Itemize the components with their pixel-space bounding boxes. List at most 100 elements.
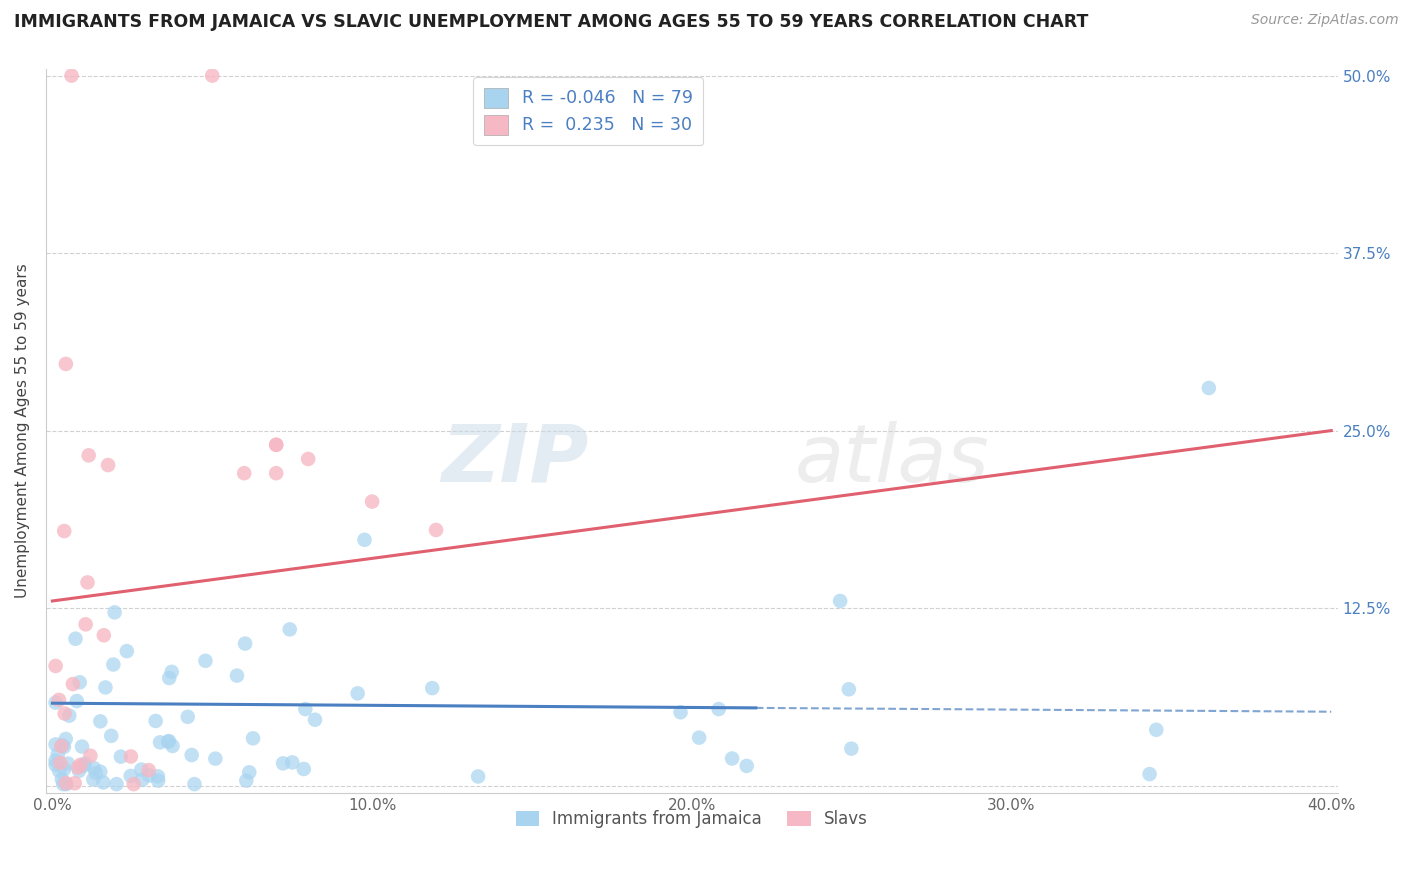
Point xyxy=(156,734,179,748)
Point xyxy=(420,681,443,695)
Point xyxy=(131,763,153,777)
Point xyxy=(271,756,294,771)
Point xyxy=(669,706,692,720)
Point xyxy=(51,772,73,787)
Point xyxy=(105,777,128,791)
Point xyxy=(297,452,319,467)
Point xyxy=(304,713,326,727)
Point xyxy=(48,693,70,707)
Point xyxy=(122,777,145,791)
Point xyxy=(120,749,142,764)
Text: IMMIGRANTS FROM JAMAICA VS SLAVIC UNEMPLOYMENT AMONG AGES 55 TO 59 YEARS CORRELA: IMMIGRANTS FROM JAMAICA VS SLAVIC UNEMPL… xyxy=(14,13,1088,31)
Point xyxy=(264,466,287,480)
Text: Source: ZipAtlas.com: Source: ZipAtlas.com xyxy=(1251,13,1399,28)
Point xyxy=(45,753,67,767)
Point xyxy=(735,759,758,773)
Y-axis label: Unemployment Among Ages 55 to 59 years: Unemployment Among Ages 55 to 59 years xyxy=(15,263,30,598)
Point xyxy=(264,438,287,452)
Point xyxy=(73,758,96,772)
Point xyxy=(63,776,86,790)
Point xyxy=(177,710,200,724)
Point xyxy=(467,770,489,784)
Point xyxy=(104,606,127,620)
Point xyxy=(721,751,744,765)
Point xyxy=(83,761,105,775)
Point xyxy=(110,749,132,764)
Point xyxy=(238,765,260,780)
Point xyxy=(94,681,117,695)
Point xyxy=(67,760,90,774)
Point xyxy=(89,764,111,779)
Point xyxy=(841,741,863,756)
Point xyxy=(235,773,257,788)
Point xyxy=(707,702,730,716)
Point xyxy=(115,644,138,658)
Point xyxy=(56,756,79,771)
Point xyxy=(53,739,76,754)
Point xyxy=(688,731,710,745)
Point xyxy=(1198,381,1220,395)
Point xyxy=(66,694,89,708)
Point xyxy=(194,654,217,668)
Point xyxy=(97,458,120,472)
Point xyxy=(1144,723,1167,737)
Point xyxy=(160,665,183,679)
Point xyxy=(264,438,287,452)
Point xyxy=(70,739,93,754)
Point xyxy=(242,731,264,746)
Point xyxy=(58,708,80,723)
Point xyxy=(60,69,83,83)
Point xyxy=(103,657,125,672)
Point xyxy=(146,769,169,783)
Point xyxy=(48,764,70,778)
Point xyxy=(830,594,852,608)
Point xyxy=(69,675,91,690)
Point xyxy=(77,448,100,462)
Point xyxy=(89,714,111,729)
Point xyxy=(93,628,115,642)
Point xyxy=(53,524,76,538)
Point xyxy=(45,738,67,752)
Point xyxy=(45,659,67,673)
Point xyxy=(55,777,77,791)
Point xyxy=(233,466,256,480)
Point xyxy=(838,682,860,697)
Point xyxy=(82,772,104,787)
Point xyxy=(45,757,67,772)
Point xyxy=(138,768,160,782)
Point xyxy=(361,494,384,508)
Point xyxy=(148,773,170,788)
Point xyxy=(73,756,96,771)
Point xyxy=(84,766,107,780)
Point xyxy=(149,735,172,749)
Point xyxy=(278,623,301,637)
Point xyxy=(157,671,180,685)
Point xyxy=(294,702,316,716)
Point xyxy=(353,533,375,547)
Point xyxy=(204,751,226,765)
Point xyxy=(69,757,91,772)
Point xyxy=(53,762,76,776)
Point xyxy=(180,747,202,762)
Point xyxy=(76,575,98,590)
Point xyxy=(100,729,122,743)
Point xyxy=(75,617,97,632)
Point xyxy=(145,714,167,728)
Point xyxy=(55,776,77,790)
Point xyxy=(55,357,77,371)
Point xyxy=(281,756,304,770)
Point xyxy=(79,748,101,763)
Point xyxy=(201,69,224,83)
Point xyxy=(51,739,73,753)
Point xyxy=(233,636,256,650)
Point xyxy=(91,775,114,789)
Point xyxy=(46,747,69,762)
Point xyxy=(55,731,77,746)
Point xyxy=(131,772,153,787)
Point xyxy=(49,756,72,770)
Point xyxy=(52,777,75,791)
Text: atlas: atlas xyxy=(796,420,990,499)
Legend: Immigrants from Jamaica, Slavs: Immigrants from Jamaica, Slavs xyxy=(509,804,875,835)
Point xyxy=(62,677,84,691)
Point xyxy=(346,686,368,700)
